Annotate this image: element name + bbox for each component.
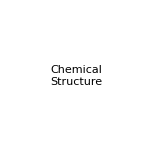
Text: Chemical
Structure: Chemical Structure [50, 65, 102, 87]
